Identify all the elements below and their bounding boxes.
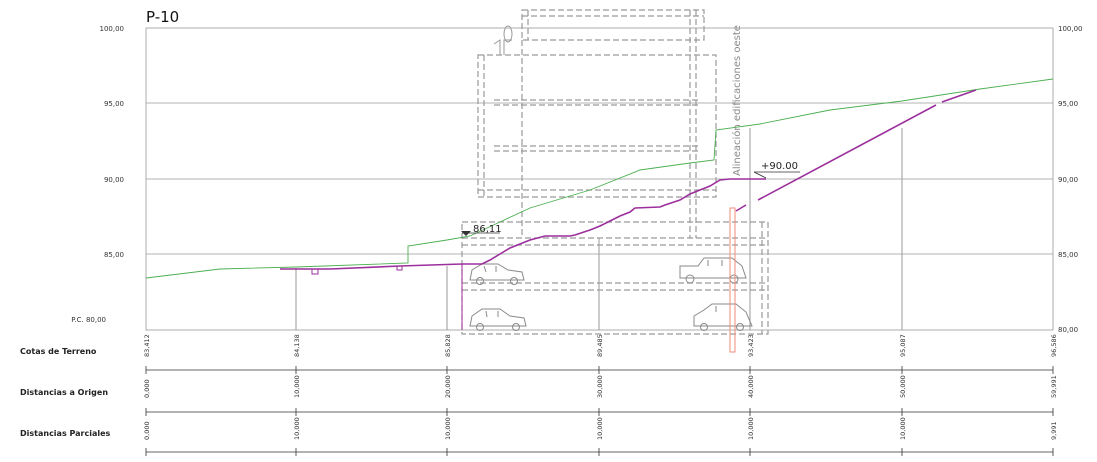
table-value: 96,586 xyxy=(1050,334,1058,357)
table-ticks xyxy=(145,366,1054,456)
station-lines xyxy=(295,128,903,330)
table-value: 93,423 xyxy=(747,334,755,357)
road-dash-2 xyxy=(941,89,977,103)
terrain-profile-line xyxy=(145,78,1054,279)
table-value: 0,000 xyxy=(143,421,151,440)
right-elev-label-85: 85,00 xyxy=(1058,251,1078,259)
table-value: 95,087 xyxy=(899,334,907,357)
right-elev-label-90: 90,00 xyxy=(1058,176,1078,184)
table-value: 30,000 xyxy=(596,375,604,398)
car-icon-1 xyxy=(469,263,525,285)
table-value: 85,828 xyxy=(444,334,452,357)
table-value: 84,138 xyxy=(293,334,301,357)
road-marker-1 xyxy=(311,268,319,275)
right-elevation-labels: 100,00 95,00 90,00 85,00 80,00 xyxy=(1058,25,1083,334)
road-dash-1 xyxy=(735,204,747,212)
elev-label-95: 95,00 xyxy=(104,100,124,108)
table-value: 10,000 xyxy=(596,417,604,440)
row-label-origen: Distancias a Origen xyxy=(20,388,108,397)
level-marker-86: 86,11 xyxy=(461,224,502,236)
level-label-86: 86,11 xyxy=(473,224,502,235)
road-profile-line xyxy=(280,178,766,270)
left-elevation-labels: 100,00 95,00 90,00 85,00 P.C. 80,00 xyxy=(71,25,124,324)
car-icon-2 xyxy=(469,308,527,331)
stair-icon xyxy=(493,25,513,55)
table-value: 10,000 xyxy=(444,417,452,440)
building-top-box xyxy=(521,9,705,41)
alignment-label: Alineación edificaciones oeste xyxy=(731,25,743,176)
table-value: 10,000 xyxy=(293,417,301,440)
car-icon-3 xyxy=(679,257,747,284)
table-value: 83,412 xyxy=(143,334,151,357)
table-value: 50,000 xyxy=(899,375,907,398)
level-marker-90: +90.00 xyxy=(753,161,800,179)
table-value: 20,000 xyxy=(444,375,452,398)
building-floors-box xyxy=(477,54,717,198)
table-value: 10,000 xyxy=(899,417,907,440)
elev-label-90: 90,00 xyxy=(104,176,124,184)
profile-data-table: Cotas de Terreno Distancias a Origen Dis… xyxy=(20,334,1058,456)
table-value: 89,485 xyxy=(596,334,604,357)
right-elev-label-95: 95,00 xyxy=(1058,100,1078,108)
table-value: 9,991 xyxy=(1050,421,1058,440)
level-marker-86-triangle xyxy=(461,231,471,236)
road-profile xyxy=(280,89,977,330)
right-elev-label-80: 80,00 xyxy=(1058,326,1078,334)
level-marker-90-tick xyxy=(753,171,767,179)
pc-datum-label: P.C. 80,00 xyxy=(71,316,106,324)
car-icon-4 xyxy=(693,303,753,331)
table-value: 0,000 xyxy=(143,379,151,398)
level-label-90: +90.00 xyxy=(761,161,798,172)
building-section xyxy=(461,9,769,335)
table-value: 40,000 xyxy=(747,375,755,398)
right-elev-label-100: 100,00 xyxy=(1058,25,1083,33)
table-value: 10,000 xyxy=(293,375,301,398)
alignment-marker xyxy=(729,207,736,353)
elev-label-85: 85,00 xyxy=(104,251,124,259)
table-value: 59,991 xyxy=(1050,375,1058,398)
elev-label-100: 100,00 xyxy=(100,25,125,33)
road-marker-2 xyxy=(396,265,403,271)
row-label-parciales: Distancias Parciales xyxy=(20,429,111,438)
table-value: 10,000 xyxy=(747,417,755,440)
row-label-cotas: Cotas de Terreno xyxy=(20,347,97,356)
profile-title: P-10 xyxy=(146,8,179,26)
road-ramp-line xyxy=(757,104,937,201)
